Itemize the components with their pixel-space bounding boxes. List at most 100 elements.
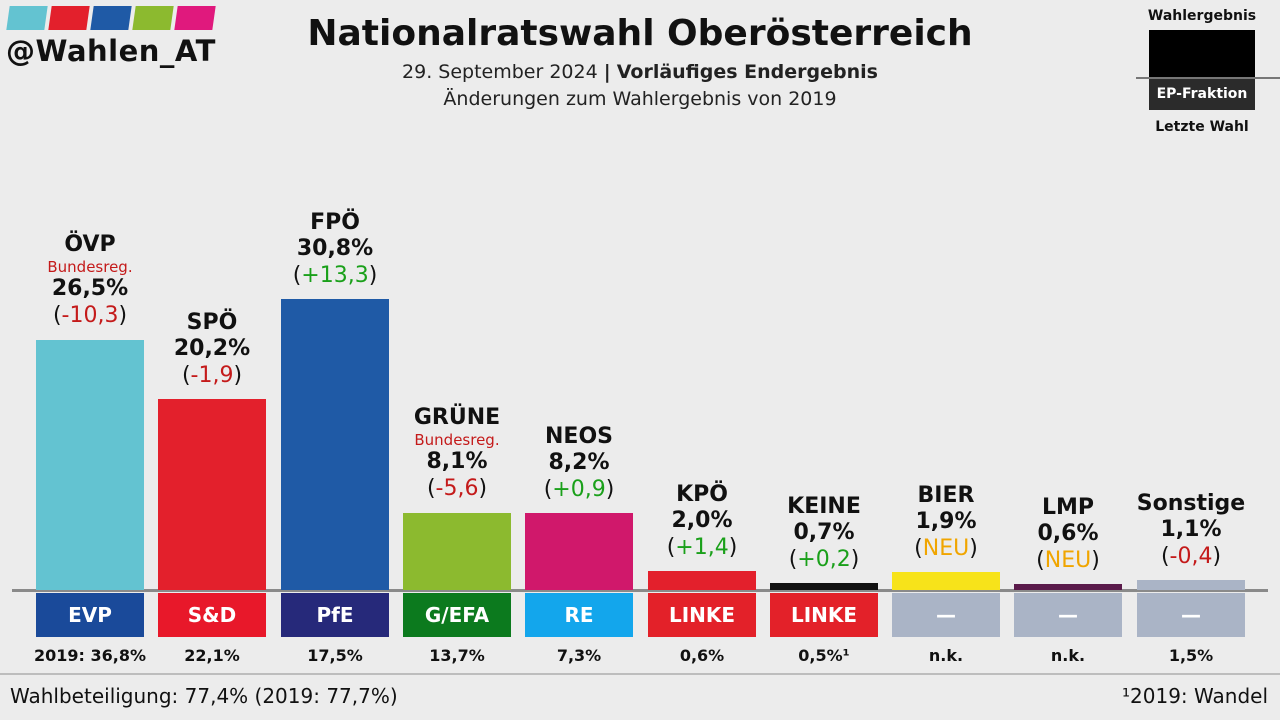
change-paren-open: ( — [52, 302, 62, 328]
change-paren-close: ) — [478, 475, 488, 501]
change-paren-close: ) — [728, 534, 738, 560]
change-value: -0,4 — [1169, 543, 1213, 569]
bar-label-neos: NEOS 8,2% (+0,9) — [504, 424, 654, 503]
party-name: SPÖ — [186, 310, 238, 335]
change-paren-close: ) — [368, 262, 378, 288]
party-name: LMP — [1041, 495, 1095, 520]
footnote-text: ¹2019: Wandel — [1122, 684, 1268, 708]
bar-label-gruene: GRÜNE Bundesreg. 8,1% (-5,6) — [382, 405, 532, 502]
party-name: KPÖ — [676, 482, 728, 507]
bar-keine — [770, 583, 878, 590]
party-name: FPÖ — [310, 210, 360, 235]
government-tag: Bundesreg. — [414, 431, 500, 450]
fraction-oevp: EVP — [36, 593, 144, 637]
last-election-bier: n.k. — [928, 646, 964, 665]
party-change: (-5,6) — [382, 476, 532, 502]
fraction-gruene: G/EFA — [403, 593, 511, 637]
turnout-text: Wahlbeteiligung: 77,4% (2019: 77,7%) — [10, 684, 398, 708]
change-value: +1,4 — [675, 534, 729, 560]
change-value: -5,6 — [435, 475, 479, 501]
bar-label-spoe: SPÖ 20,2% (-1,9) — [137, 310, 287, 389]
election-date: 29. September 2024 — [402, 61, 598, 83]
bar-bier — [892, 572, 1000, 590]
party-name: KEINE — [787, 494, 861, 519]
party-change: (+0,9) — [504, 477, 654, 503]
logo: @Wahlen_AT — [4, 4, 216, 68]
party-name: Sonstige — [1136, 491, 1246, 516]
change-paren-open: ( — [181, 362, 191, 388]
bar-oevp — [36, 340, 144, 590]
bar-spoe — [158, 399, 266, 590]
change-paren-open: ( — [1036, 547, 1045, 573]
change-value: -10,3 — [61, 302, 119, 328]
bar-neos — [525, 513, 633, 590]
fraction-bier: — — [892, 593, 1000, 637]
change-paren-close: ) — [850, 546, 860, 572]
last-election-spoe: 22,1% — [184, 646, 240, 665]
party-value: 8,1% — [426, 449, 488, 475]
page-title: Nationalratswahl Oberösterreich — [307, 13, 973, 54]
change-paren-open: ( — [1160, 543, 1170, 569]
fraction-fpoe: PfE — [281, 593, 389, 637]
legend: Wahlergebnis EP-Fraktion Letzte Wahl — [1136, 0, 1280, 140]
party-change: (-0,4) — [1116, 544, 1266, 570]
legend-axis-line — [1136, 77, 1280, 79]
last-election-neos: 7,3% — [556, 646, 602, 665]
party-name: ÖVP — [64, 232, 116, 258]
party-change: (-10,3) — [15, 303, 165, 329]
party-value: 20,2% — [173, 336, 251, 362]
legend-label-last: Letzte Wahl — [1155, 119, 1249, 135]
party-name: BIER — [917, 483, 975, 508]
last-election-kpoe: 0,6% — [679, 646, 725, 665]
bar-sonstige — [1137, 580, 1245, 590]
change-paren-open: ( — [292, 262, 302, 288]
bar-label-fpoe: FPÖ 30,8% (+13,3) — [260, 210, 410, 289]
party-change: (-1,9) — [137, 363, 287, 389]
change-value: +0,2 — [797, 546, 851, 572]
bar-label-kpoe: KPÖ 2,0% (+1,4) — [627, 482, 777, 561]
subtitle-separator: | — [603, 61, 611, 83]
comparison-note: Änderungen zum Wahlergebnis von 2019 — [443, 88, 837, 110]
fraction-sonstige: — — [1137, 593, 1245, 637]
change-paren-open: ( — [666, 534, 676, 560]
party-value: 2,0% — [671, 508, 733, 534]
party-value: 0,6% — [1037, 521, 1099, 547]
change-paren-close: ) — [969, 535, 978, 561]
change-value: NEU — [1044, 547, 1092, 573]
fraction-keine: LINKE — [770, 593, 878, 637]
last-election-lmp: n.k. — [1050, 646, 1086, 665]
last-election-sonstige: 1,5% — [1168, 646, 1214, 665]
change-paren-open: ( — [426, 475, 436, 501]
fraction-kpoe: LINKE — [648, 593, 756, 637]
legend-result-box — [1149, 30, 1255, 78]
change-value: NEU — [922, 535, 970, 561]
fraction-neos: RE — [525, 593, 633, 637]
bar-label-oevp: ÖVP Bundesreg. 26,5% (-10,3) — [15, 232, 165, 329]
logo-handle: @Wahlen_AT — [6, 34, 216, 68]
bar-chart: ÖVP Bundesreg. 26,5% (-10,3) EVP 2019: 36,8% S… — [12, 210, 1268, 665]
change-value: -1,9 — [190, 362, 234, 388]
party-name: GRÜNE — [413, 405, 501, 431]
fraction-lmp: — — [1014, 593, 1122, 637]
result-status: Vorläufiges Endergebnis — [616, 61, 878, 83]
change-paren-close: ) — [118, 302, 128, 328]
bar-fpoe — [281, 299, 389, 590]
fraction-spoe: S&D — [158, 593, 266, 637]
party-value: 1,1% — [1160, 517, 1222, 543]
legend-label-result: Wahlergebnis — [1147, 8, 1257, 24]
bar-label-bier: BIER 1,9% (NEU) — [871, 483, 1021, 562]
party-change: (+13,3) — [260, 263, 410, 289]
government-tag: Bundesreg. — [47, 258, 133, 277]
bar-kpoe — [648, 571, 756, 590]
change-paren-close: ) — [1091, 547, 1100, 573]
party-value: 1,9% — [915, 509, 977, 535]
last-election-gruene: 13,7% — [429, 646, 485, 665]
last-election-oevp: 2019: 36,8% — [33, 646, 146, 665]
party-change: (NEU) — [871, 536, 1021, 562]
chart-baseline — [12, 589, 1268, 592]
footer-divider — [0, 673, 1280, 675]
change-paren-open: ( — [788, 546, 798, 572]
change-paren-close: ) — [605, 476, 615, 502]
party-change: (+0,2) — [749, 547, 899, 573]
bar-lmp — [1014, 584, 1122, 590]
